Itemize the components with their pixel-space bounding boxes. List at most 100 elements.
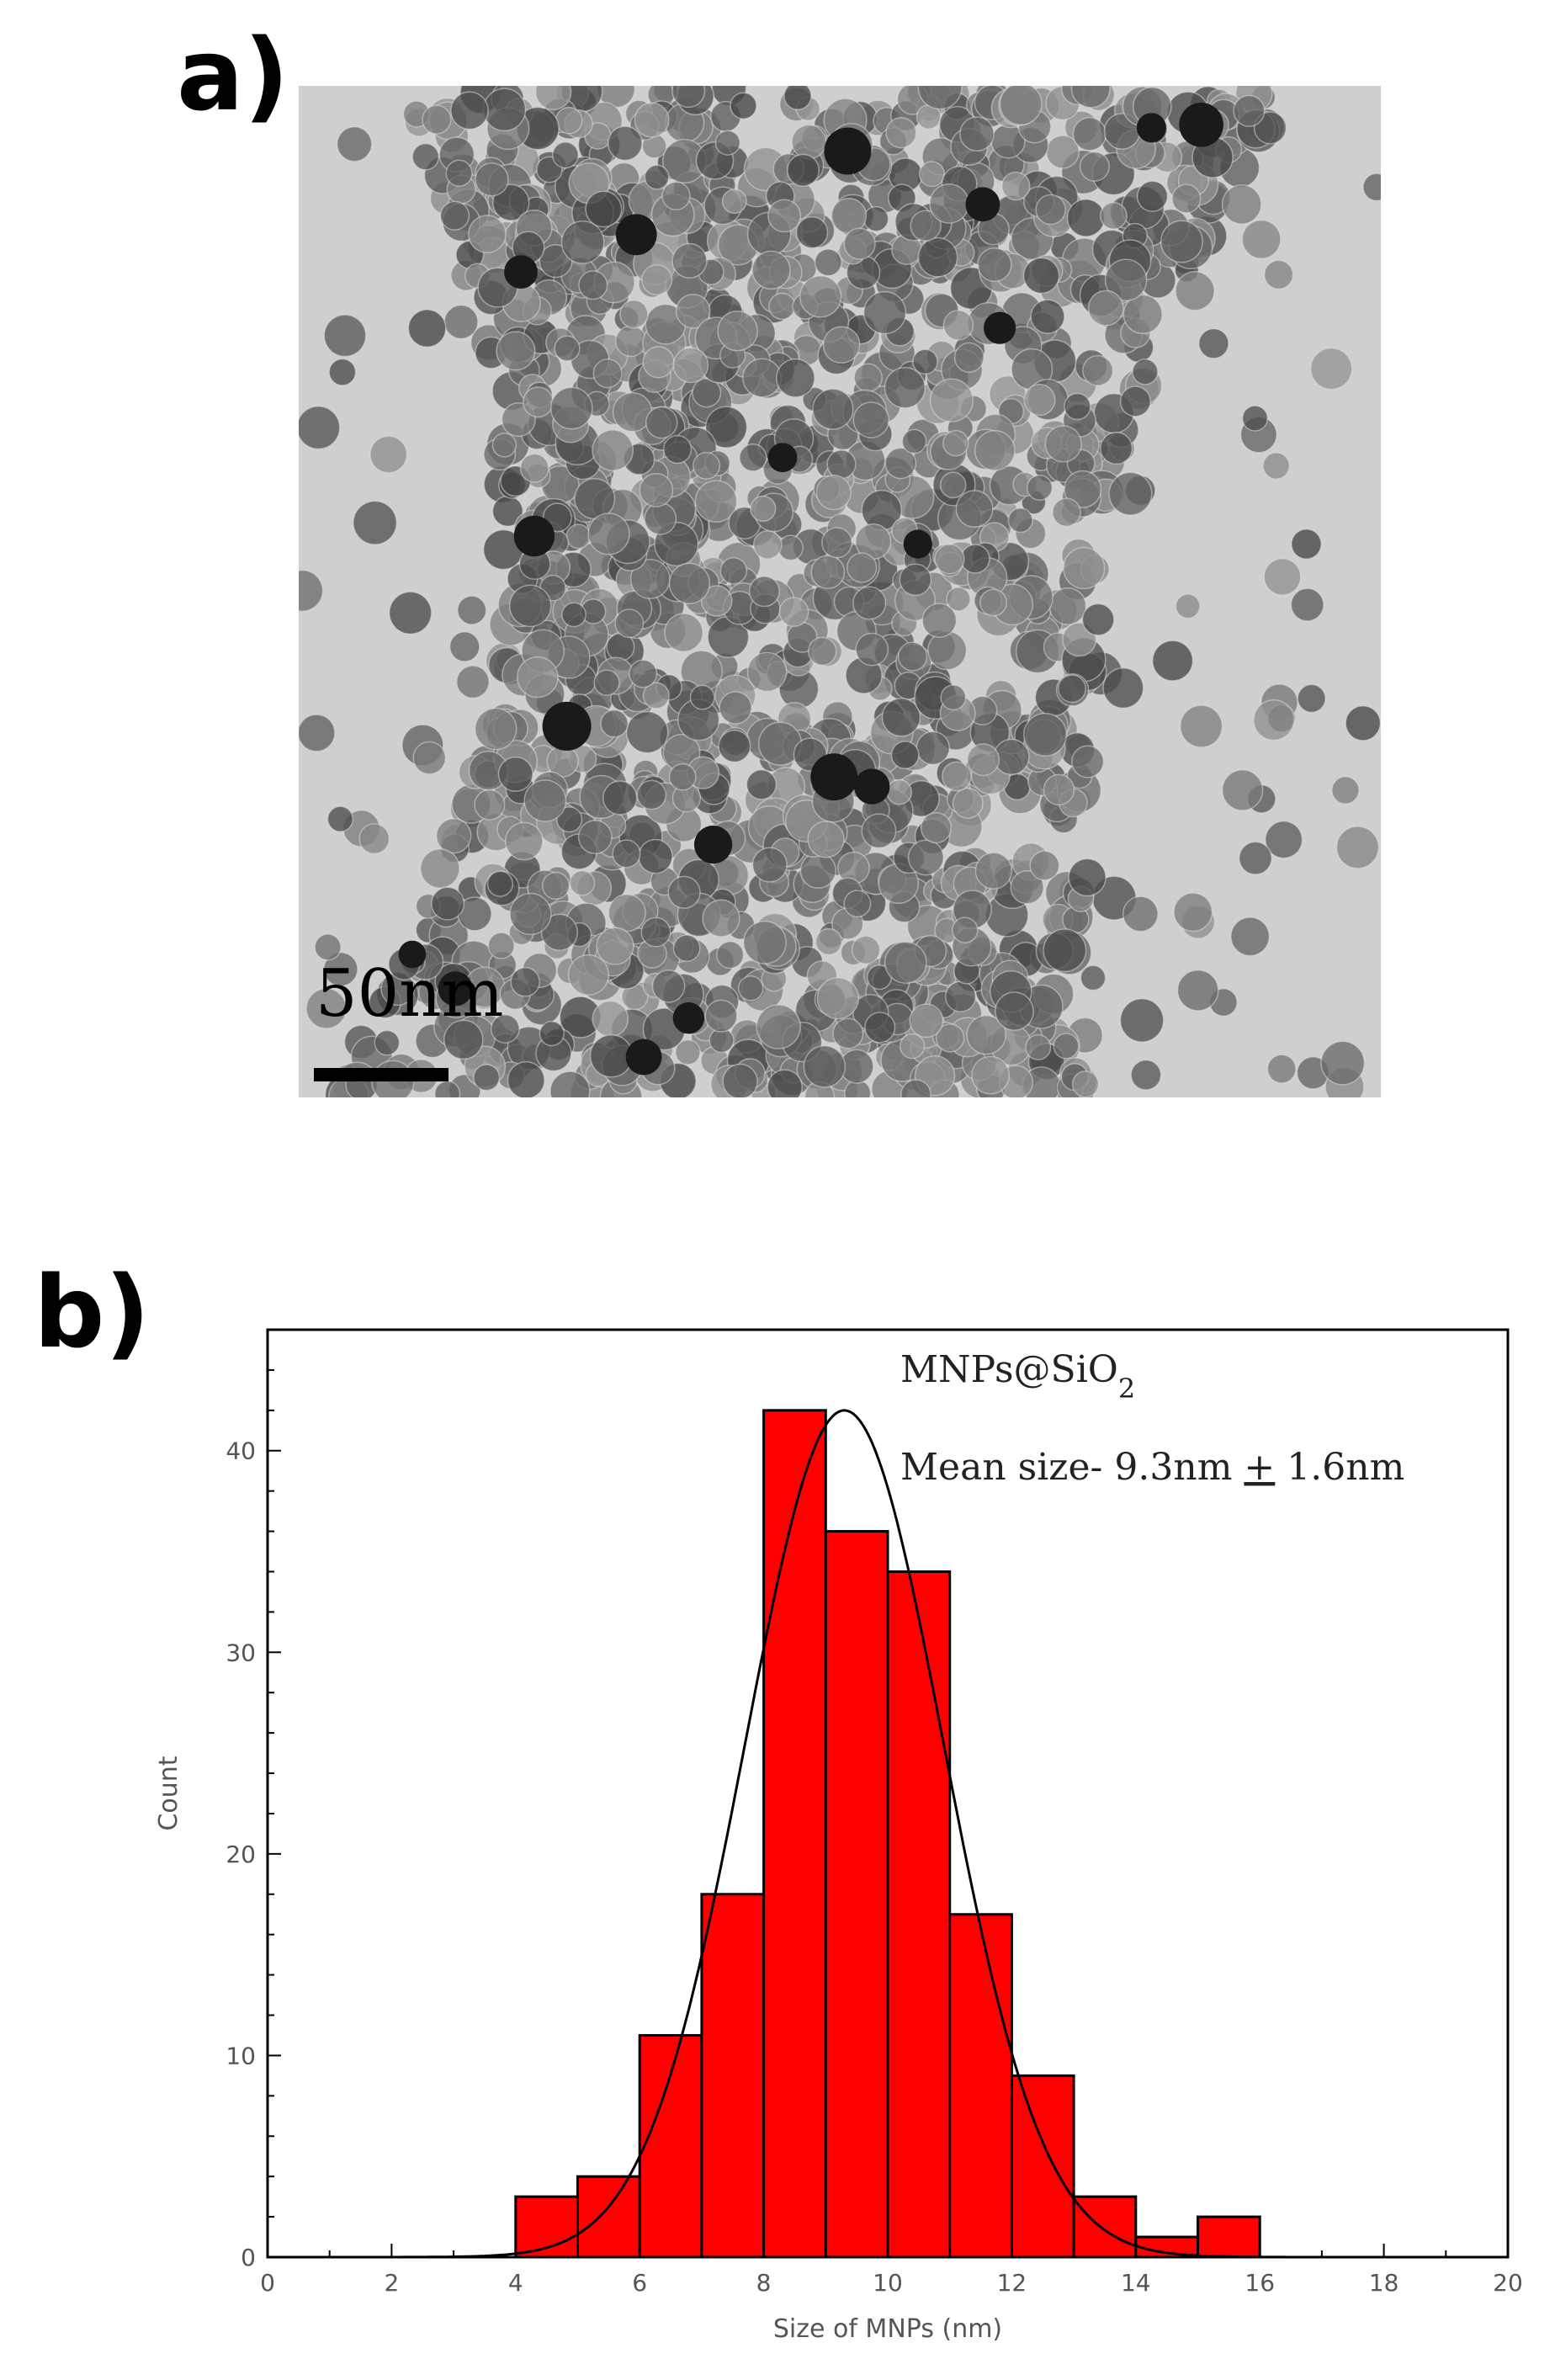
histogram-bar [1010,2074,1075,2259]
nanoparticle [1022,257,1060,295]
nanoparticle-dense [504,255,538,289]
nanoparticle [751,250,791,290]
x-tick-label: 16 [1245,2269,1275,2297]
nanoparticle [1122,895,1159,932]
nanoparticle [420,848,460,889]
nanoparticle [508,584,552,628]
nanoparticle [482,88,527,132]
nanoparticle [1099,201,1128,230]
nanoparticle [642,682,670,709]
nanoparticle [555,106,583,135]
nanoparticle [374,1029,401,1056]
nanoparticle [807,821,845,858]
nanoparticle [1080,964,1107,991]
nanoparticle [807,636,837,667]
nanoparticle [1071,745,1105,778]
nanoparticle [843,227,876,260]
nanoparticle-dense [767,443,798,473]
histogram-bar [824,1530,889,2259]
nanoparticle [1058,674,1086,704]
nanoparticle [640,916,671,948]
nanoparticle [746,651,788,693]
nanoparticle [510,967,540,997]
nanoparticle [901,428,927,454]
nanoparticle [791,124,827,160]
nanoparticle [694,480,738,523]
nanoparticle [1198,327,1229,359]
nanoparticle [551,141,580,169]
nanoparticle [431,886,465,921]
nanoparticle [1119,998,1165,1043]
tem-particles [299,86,1381,1097]
nanoparticle [353,500,398,545]
nanoparticle [523,386,554,418]
nanoparticle [716,940,745,970]
nanoparticle [305,987,348,1029]
x-axis-label: Size of MNPs (nm) [773,2314,1002,2344]
nanoparticle [737,975,764,1001]
nanoparticle [1221,769,1264,811]
nanoparticle [1052,497,1081,528]
nanoparticle [1238,841,1273,875]
nanoparticle [884,367,926,409]
histogram-bar [762,1409,827,2259]
nanoparticle [1064,392,1091,421]
nanoparticle [700,585,733,617]
nanoparticle [1010,870,1044,905]
nanoparticle [496,331,536,371]
nanoparticle [718,730,751,763]
nanoparticle [768,292,796,321]
nanoparticle [1043,773,1075,806]
nanoparticle [748,576,780,608]
nanoparticle [457,595,487,625]
nanoparticle [608,893,646,932]
nanoparticle [443,1019,484,1060]
nanoparticle [742,920,787,964]
nanoparticle [739,444,767,472]
nanoparticle [299,569,324,612]
x-tick-label: 18 [1369,2269,1399,2297]
nanoparticle [1102,667,1144,709]
nanoparticle [778,534,804,561]
nanoparticle [497,756,533,792]
nanoparticle [1176,969,1219,1012]
nanoparticle [1087,290,1124,327]
nanoparticle [942,429,969,457]
nanoparticle [672,347,709,384]
nanoparticle [1266,1054,1297,1084]
nanoparticle [912,348,938,375]
nanoparticle [1362,173,1381,202]
nanoparticle-dense [615,214,657,256]
nanoparticle [675,1039,701,1065]
nanoparticle [814,248,842,277]
nanoparticle-dense [542,701,592,751]
histogram-bar [576,2175,641,2259]
nanoparticle [323,951,358,987]
nanoparticle [915,730,951,766]
nanoparticle [619,300,649,329]
nanoparticle [899,563,932,597]
nanoparticle [974,852,1013,890]
nanoparticle [634,102,670,138]
nanoparticle [979,588,1008,617]
nanoparticle-dense [1136,113,1166,143]
nanoparticle [549,1070,591,1097]
nanoparticle [918,161,945,188]
nanoparticle [717,310,758,352]
nanoparticle [1263,557,1302,596]
nanoparticle [1171,183,1202,214]
nanoparticle [578,270,608,300]
nanoparticle [1070,86,1111,109]
nanoparticle [966,743,1000,777]
panel-label-a: a) [177,17,289,133]
tem-micrograph: 50nm [299,86,1381,1097]
nanoparticle [491,433,517,458]
nanoparticle [815,475,852,511]
nanoparticle [422,104,452,135]
nanoparticle [638,838,673,874]
nanoparticle [1241,405,1269,432]
nanoparticle [534,86,572,110]
nanoparticle [751,847,788,883]
nanoparticle [786,153,820,187]
nanoparticle [668,762,697,791]
